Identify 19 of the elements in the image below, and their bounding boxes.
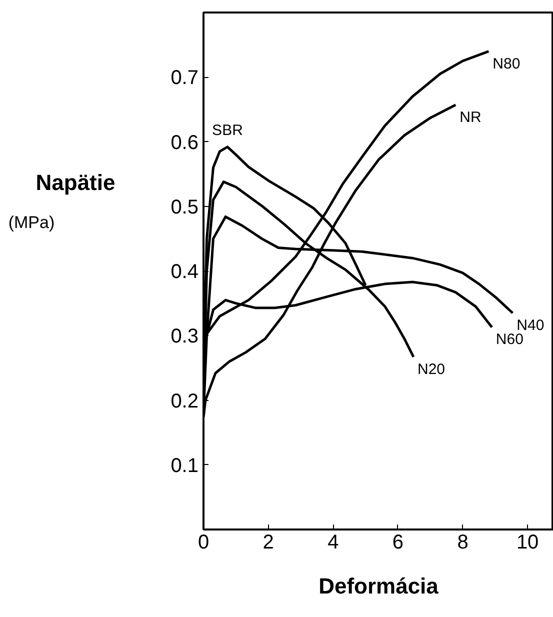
series-label: N80 — [492, 55, 520, 72]
y-tick-label: 0.7 — [170, 67, 199, 90]
y-tick-label: 0.3 — [170, 326, 199, 348]
y-tick-label: 0.4 — [170, 261, 199, 283]
y-axis-title: Napätie (MPa) — [8, 170, 116, 232]
y-tick-label: 0.2 — [170, 390, 199, 412]
x-tick-label: 8 — [457, 532, 468, 554]
series-label: NR — [460, 108, 482, 126]
x-tick-label: 0 — [198, 532, 210, 554]
x-tick-label: 2 — [262, 532, 274, 554]
x-tick-label: 4 — [328, 532, 339, 554]
y-tick-label: 0.6 — [170, 132, 199, 154]
x-tick-label: 10 — [516, 532, 539, 554]
y-tick-label: 0.1 — [170, 454, 199, 477]
series-label: SBR — [212, 122, 244, 139]
y-tick-label: 0.5 — [170, 196, 199, 218]
series-label: N20 — [418, 360, 446, 378]
x-axis-title: Deformácia — [318, 574, 440, 598]
x-tick-label: 6 — [392, 532, 404, 554]
